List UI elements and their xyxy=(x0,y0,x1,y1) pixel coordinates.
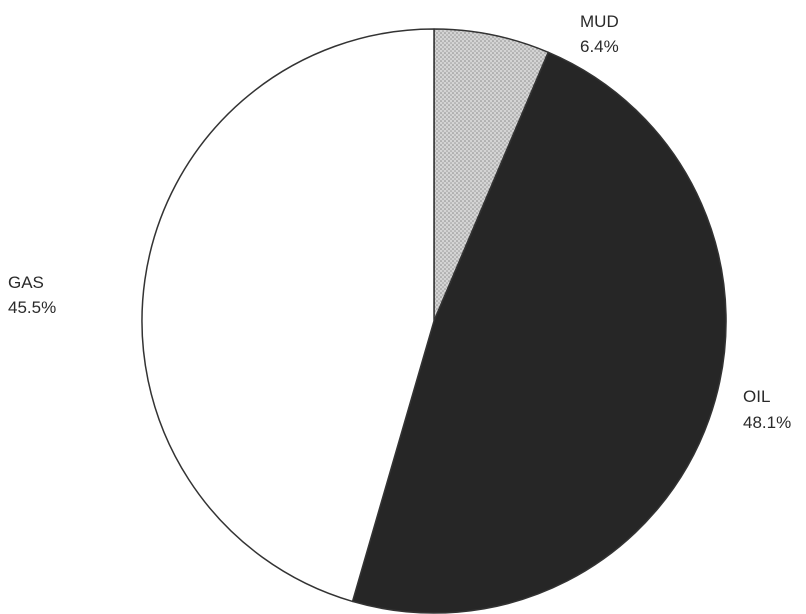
pie-slice-gas xyxy=(141,28,435,603)
pie-slice-mud xyxy=(433,28,550,322)
pie-slices xyxy=(141,28,727,614)
slice-label-gas-percent: 45.5% xyxy=(8,298,56,317)
slice-label-oil-percent: 48.1% xyxy=(743,413,791,432)
pie-slice-oil xyxy=(351,51,727,614)
slice-label-oil-name: OIL xyxy=(743,387,770,406)
slice-label-mud-name: MUD xyxy=(580,12,619,31)
slice-label-mud-percent: 6.4% xyxy=(580,37,619,56)
slice-label-gas-name: GAS xyxy=(8,273,44,292)
